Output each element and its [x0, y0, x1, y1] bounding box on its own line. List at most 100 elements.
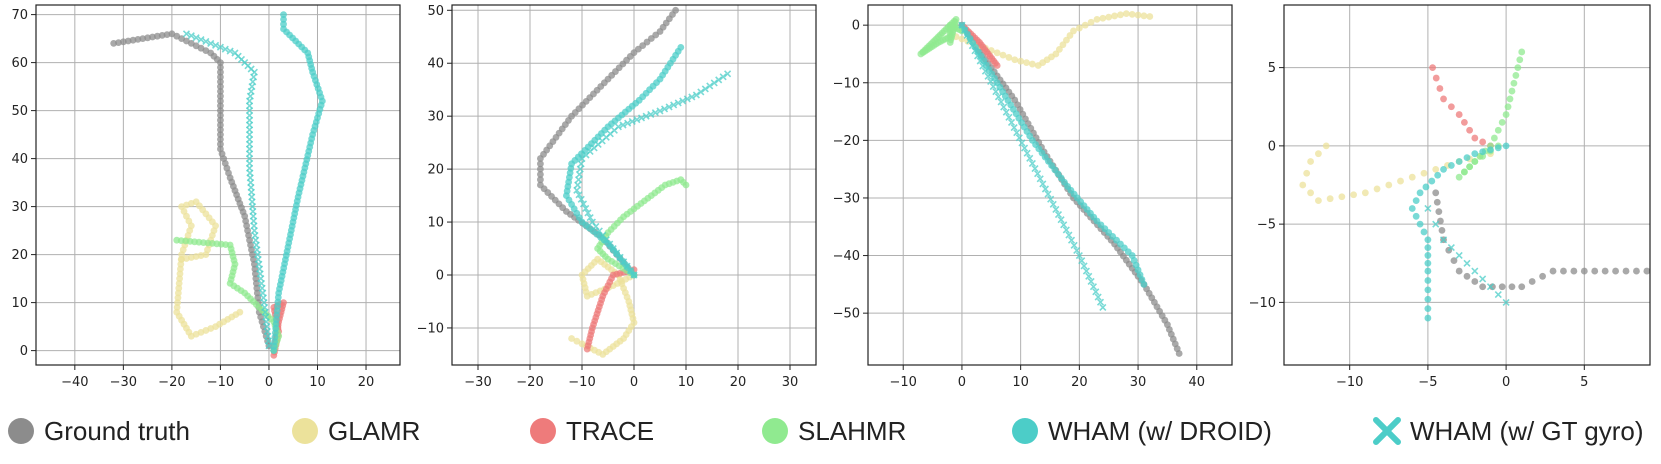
- data-point-x: [575, 191, 583, 199]
- data-point: [946, 39, 954, 46]
- data-point: [217, 64, 224, 71]
- data-point: [1140, 12, 1148, 20]
- data-point: [1498, 118, 1506, 126]
- legend-label-ground-truth: Ground truth: [44, 415, 190, 446]
- data-point: [1432, 165, 1440, 173]
- data-point-x: [207, 39, 215, 47]
- tick-label-x: 30: [782, 375, 799, 390]
- data-point: [1361, 189, 1369, 197]
- data-point-x: [706, 82, 714, 90]
- data-point-x: [1065, 231, 1073, 239]
- tick-label-y: 30: [427, 110, 444, 125]
- data-point: [1140, 280, 1148, 288]
- data-point-x: [1087, 277, 1095, 286]
- data-point: [1081, 21, 1089, 29]
- data-point: [1424, 236, 1432, 244]
- data-point: [1307, 158, 1314, 165]
- data-point-x: [582, 204, 590, 213]
- data-point: [217, 88, 224, 95]
- legend-item-wham-droid: WHAM (w/ DROID): [1012, 414, 1272, 448]
- data-point: [1466, 163, 1474, 171]
- data-point: [1023, 59, 1030, 66]
- data-point-x: [1013, 129, 1021, 137]
- data-point-x: [979, 62, 987, 70]
- legend-label-slahmr: SLAHMR: [798, 415, 907, 446]
- data-point: [1447, 103, 1455, 111]
- data-point-x: [633, 116, 641, 124]
- tick-label-x: −5: [1418, 375, 1437, 390]
- series-gt: [110, 30, 273, 350]
- data-point: [578, 340, 586, 348]
- data-point-x: [619, 121, 627, 129]
- data-point: [1450, 257, 1458, 265]
- data-point-x: [614, 123, 622, 131]
- data-point-x: [584, 209, 592, 217]
- tick-label-x: 5: [1580, 375, 1588, 390]
- data-point-x: [989, 83, 997, 91]
- data-point: [1471, 158, 1479, 165]
- data-point: [217, 92, 224, 100]
- data-point: [1512, 72, 1520, 79]
- data-point: [217, 78, 224, 86]
- data-point: [1643, 267, 1650, 275]
- data-point: [1087, 18, 1095, 26]
- data-point: [1397, 177, 1404, 185]
- data-point: [1570, 267, 1578, 275]
- data-point: [1429, 64, 1436, 72]
- data-point-x: [1054, 211, 1063, 219]
- data-point-x: [1099, 303, 1107, 311]
- data-point-x: [963, 31, 971, 39]
- data-point-x: [1092, 288, 1100, 296]
- ground-truth-swatch-icon: [8, 418, 34, 444]
- data-point: [1424, 295, 1432, 303]
- data-point-x: [187, 32, 195, 40]
- data-point-x: [1015, 134, 1023, 142]
- data-point: [217, 126, 224, 134]
- tick-label-x: −20: [158, 375, 185, 390]
- data-point: [1063, 36, 1070, 44]
- tick-label-y: 0: [20, 344, 28, 359]
- data-point-x: [958, 21, 966, 29]
- chart-panel-1: −40 −30 −20 −10 0 10 20 0 10 20 30 40 50 60 70: [11, 4, 401, 390]
- data-point-x: [715, 76, 723, 84]
- tick-label-x: −10: [890, 375, 917, 390]
- legend-item-slahmr: SLAHMR: [762, 414, 906, 448]
- tick-label-y: −10: [417, 321, 444, 336]
- data-point-x: [1018, 139, 1026, 147]
- data-point: [1490, 134, 1498, 142]
- tick-label-y: 30: [11, 200, 28, 215]
- data-point: [1052, 50, 1060, 58]
- data-point-x: [574, 176, 583, 184]
- data-point-x: [1049, 200, 1057, 208]
- data-point-x: [1080, 262, 1088, 270]
- data-point-x: [221, 45, 229, 53]
- data-point-x: [1044, 190, 1052, 198]
- data-point: [1435, 208, 1443, 216]
- data-point: [1416, 220, 1424, 228]
- data-point-x: [692, 91, 700, 99]
- data-point: [1560, 267, 1567, 275]
- data-point: [1424, 267, 1432, 275]
- data-point: [583, 345, 591, 353]
- data-point-x: [197, 35, 205, 44]
- series-glamr: [173, 198, 244, 340]
- data-point: [217, 107, 224, 114]
- data-point: [1528, 278, 1536, 285]
- data-point: [1479, 138, 1487, 146]
- tick-label-x: 20: [1071, 375, 1088, 390]
- x-marker-icon: [1373, 417, 1401, 445]
- data-point-x: [987, 77, 995, 86]
- data-point-x: [1039, 180, 1047, 188]
- tick-label-x: 0: [958, 375, 966, 390]
- data-point: [217, 112, 224, 119]
- data-point: [1539, 272, 1546, 280]
- data-point: [1075, 24, 1083, 32]
- data-point-x: [1047, 195, 1055, 203]
- data-point-x: [1031, 164, 1039, 173]
- data-point-x: [1447, 244, 1455, 252]
- tick-label-y: −40: [833, 249, 860, 264]
- tick-label-x: 40: [1189, 375, 1206, 390]
- data-point-x: [674, 99, 682, 107]
- data-point: [1463, 154, 1471, 162]
- data-point-x: [577, 160, 585, 168]
